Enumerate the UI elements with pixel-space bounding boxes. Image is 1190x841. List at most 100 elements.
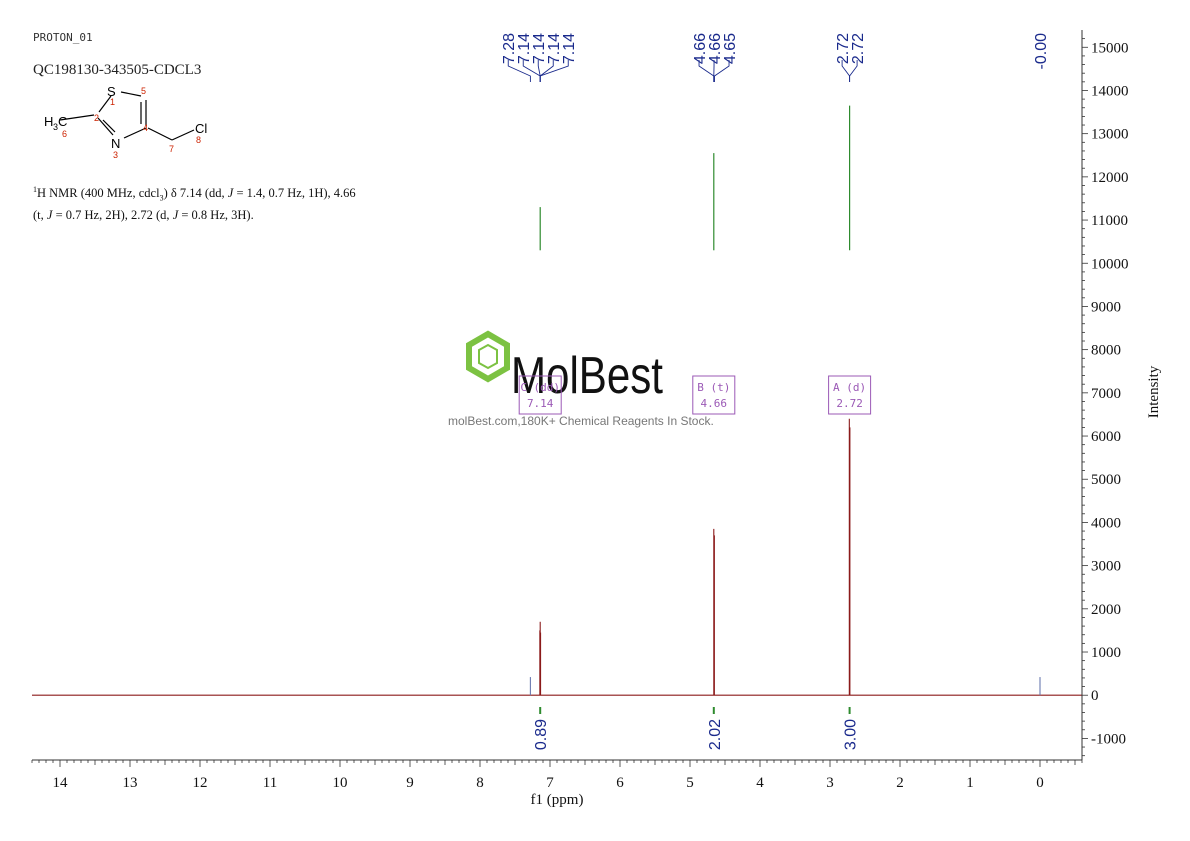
molecule-structure: S N Cl H 3 C 1 2 3 4 5 6 7 8: [44, 84, 207, 160]
y-tick-label-13: 2000: [1091, 602, 1121, 618]
atom-number-7: 7: [169, 144, 174, 154]
multiplet-boxes: C (dd) 7.14 B (t) 4.66 A (d) 2.72: [518, 375, 872, 415]
nmr-j-1: J: [227, 186, 234, 201]
y-tick-label-12: 3000: [1091, 559, 1121, 575]
sample-id: QC198130-343505-CDCL3: [33, 62, 202, 78]
peak-label-3: 7.14: [546, 33, 563, 64]
spectrum: [32, 418, 1082, 696]
peak-label-line-2-1: [849, 60, 858, 82]
y-axis-label: Intensity: [1146, 365, 1162, 418]
x-tick-label-10: 4: [756, 775, 764, 791]
y-tick-label-8: 7000: [1091, 386, 1121, 402]
multiplet-shift-1: 4.66: [701, 397, 728, 410]
peak-label-2: 7.14: [531, 33, 548, 64]
nmr-line1-b: ) δ 7.14 (dd,: [163, 186, 228, 201]
atom-number-6: 6: [62, 129, 67, 139]
integral-value-2: 3.00: [843, 719, 860, 750]
multiplet-box-2: [828, 375, 872, 415]
nmr-description: 1H NMR (400 MHz, cdcl3) δ 7.14 (dd, J = …: [33, 182, 393, 223]
atom-n: N: [111, 136, 120, 151]
watermark: MolBest molBest.com,180K+ Chemical Reage…: [448, 330, 714, 428]
x-tick-label-11: 3: [826, 775, 834, 791]
y-tick-label-6: 9000: [1091, 299, 1121, 315]
multiplet-box-0: [518, 375, 562, 415]
nmr-line1-sub: 3: [159, 193, 164, 203]
atom-number-8: 8: [196, 135, 201, 145]
nmr-j-2: J: [46, 207, 53, 222]
x-tick-label-7: 7: [546, 775, 554, 791]
peak-label-line-0-4: [539, 60, 569, 82]
peak-label-10: -0.00: [1033, 33, 1050, 70]
peak-label-6: 4.66: [707, 33, 724, 64]
y-tick-label-2: 13000: [1091, 127, 1129, 143]
peak-label-7: 4.65: [722, 33, 739, 64]
peak-label-9: 2.72: [850, 33, 867, 64]
atom-s: S: [107, 84, 116, 99]
peak-label-5: 4.66: [692, 33, 709, 64]
y-axis: 15000 14000 13000 12000 11000 10000 9000 8000 70…: [1081, 30, 1129, 760]
y-tick-label-9: 6000: [1091, 429, 1121, 445]
multiplet-shift-0: 7.14: [527, 397, 554, 410]
peak-label-0: 7.28: [501, 33, 518, 64]
peak-label-line-0-0: [507, 60, 531, 82]
peak-label-1: 7.14: [516, 33, 533, 64]
peak-label-line-1-2: [714, 60, 730, 82]
x-tick-label-8: 6: [616, 775, 624, 791]
x-tick-label-3: 11: [263, 775, 277, 791]
atom-c-methyl: C: [58, 114, 67, 129]
x-tick-label-4: 10: [333, 775, 348, 791]
y-tick-label-16: -1000: [1091, 731, 1126, 747]
x-tick-label-9: 5: [686, 775, 694, 791]
atom-h: H: [44, 114, 53, 129]
x-axis-label: f1 (ppm): [531, 792, 584, 808]
y-tick-label-15: 0: [1091, 688, 1099, 704]
y-tick-label-11: 4000: [1091, 515, 1121, 531]
nmr-line1-c: = 1.4, 0.7 Hz, 1H), 4.66: [233, 186, 356, 201]
x-tick-label-5: 9: [406, 775, 414, 791]
nmr-line2-b: = 0.7 Hz, 2H), 2.72 (d,: [52, 207, 173, 222]
y-tick-label-4: 11000: [1091, 213, 1128, 229]
y-tick-label-10: 5000: [1091, 472, 1121, 488]
x-tick-label-6: 8: [476, 775, 484, 791]
multiplet-box-1: [692, 375, 736, 415]
atom-h-sub: 3: [53, 122, 58, 132]
x-tick-label-13: 1: [966, 775, 974, 791]
integral-labels: 0.89 2.02 3.00: [533, 707, 860, 750]
nmr-j-3: J: [172, 207, 179, 222]
peak-label-4: 7.14: [561, 33, 578, 64]
y-tick-label-3: 12000: [1091, 170, 1129, 186]
atom-number-4: 4: [143, 123, 148, 133]
y-tick-label-5: 10000: [1091, 256, 1129, 272]
y-tick-label-7: 8000: [1091, 343, 1121, 359]
atom-cl: Cl: [195, 121, 207, 136]
x-axis: 14 13 12 11 10 9 8 7 6 5 4 3 2 1 0: [31, 759, 1083, 791]
y-tick-label-0: 15000: [1091, 40, 1129, 56]
peak-label-8: 2.72: [835, 33, 852, 64]
atom-number-5: 5: [141, 86, 146, 96]
integral-value-1: 2.02: [707, 719, 724, 750]
nmr-line2-a: (t,: [33, 207, 47, 222]
nmr-sup: 1: [33, 185, 37, 194]
peak-labels: 7.287.147.147.147.14 4.664.664.65 2.722.72…: [501, 33, 1050, 82]
x-tick-label-14: 0: [1036, 775, 1044, 791]
atom-number-1: 1: [110, 97, 115, 107]
atom-number-2: 2: [94, 113, 99, 123]
x-tick-label-1: 13: [123, 775, 138, 791]
nmr-line1-a: H NMR (400 MHz, cdcl: [37, 186, 160, 201]
x-tick-label-0: 14: [53, 775, 69, 791]
watermark-tagline: molBest.com,180K+ Chemical Reagents In S…: [448, 414, 714, 428]
multiplet-shift-2: 2.72: [836, 397, 863, 410]
nmr-line2-c: = 0.8 Hz, 3H).: [178, 207, 254, 222]
multiplet-label-1: B (t): [697, 381, 730, 394]
molbest-logo-icon: [466, 330, 510, 383]
multiplet-label-0: C (dd): [520, 381, 560, 394]
x-tick-label-2: 12: [193, 775, 208, 791]
multiplet-label-2: A (d): [833, 381, 866, 394]
y-tick-label-1: 14000: [1091, 83, 1129, 99]
x-tick-label-12: 2: [896, 775, 904, 791]
atom-number-3: 3: [113, 150, 118, 160]
experiment-name: PROTON_01: [33, 31, 93, 44]
integral-curves: [539, 105, 851, 251]
